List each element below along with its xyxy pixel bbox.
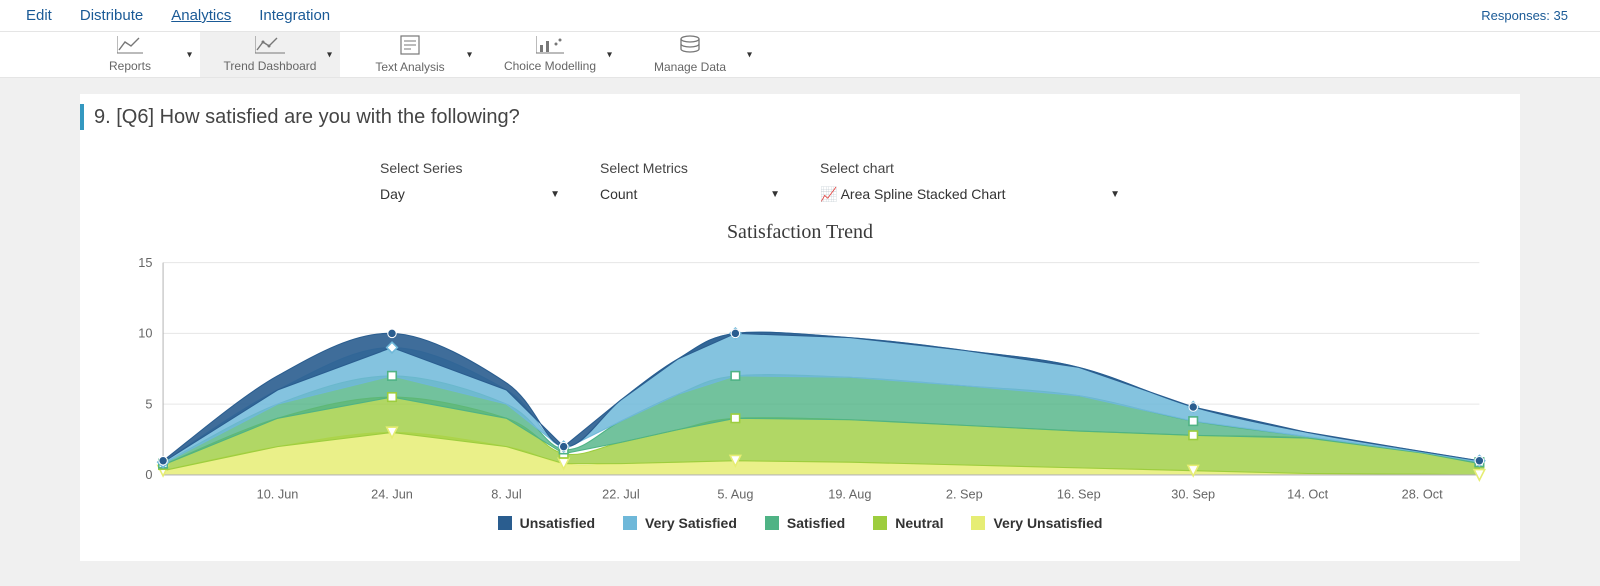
svg-text:10: 10	[138, 326, 152, 341]
svg-text:5: 5	[145, 396, 152, 411]
toolbar-manage-data[interactable]: Manage Data ▾	[620, 32, 760, 77]
chevron-down-icon: ▼	[1110, 189, 1120, 200]
select-series[interactable]: Day ▼	[380, 186, 560, 202]
toolbar-label: Trend Dashboard	[224, 59, 317, 73]
nav-tab-integration[interactable]: Integration	[245, 1, 344, 30]
select-series-label: Select Series	[380, 160, 560, 176]
toolbar-label: Manage Data	[654, 60, 726, 74]
toolbar: Reports▾Trend Dashboard▾Text Analysis▾Ch…	[0, 32, 1600, 78]
legend-label: Satisfied	[787, 515, 845, 531]
toolbar-reports[interactable]: Reports ▾	[60, 32, 200, 77]
toolbar-text-analysis[interactable]: Text Analysis ▾	[340, 32, 480, 77]
nav-tab-edit[interactable]: Edit	[12, 1, 66, 30]
svg-text:24. Jun: 24. Jun	[371, 486, 413, 501]
legend-item-very-satisfied[interactable]: Very Satisfied	[623, 515, 737, 531]
legend-swatch	[765, 516, 779, 530]
svg-text:5. Aug: 5. Aug	[717, 486, 753, 501]
toolbar-icon	[399, 35, 421, 58]
toolbar-icon	[536, 36, 564, 57]
svg-text:2. Sep: 2. Sep	[946, 486, 983, 501]
toolbar-label: Reports	[109, 59, 151, 73]
svg-text:16. Sep: 16. Sep	[1057, 486, 1101, 501]
svg-text:28. Oct: 28. Oct	[1402, 486, 1443, 501]
legend-label: Unsatisfied	[520, 515, 595, 531]
satisfaction-trend-chart: 0 5 10 15 10. Jun 24. Jun 8. Jul 22. Jul 5. Aug 1…	[110, 252, 1490, 507]
nav-tab-analytics[interactable]: Analytics	[157, 1, 245, 30]
legend-swatch	[873, 516, 887, 530]
accent-bar	[80, 104, 84, 130]
question-code: [Q6]	[116, 106, 154, 129]
toolbar-label: Choice Modelling	[504, 59, 596, 73]
svg-text:8. Jul: 8. Jul	[491, 486, 521, 501]
svg-text:30. Sep: 30. Sep	[1171, 486, 1215, 501]
top-nav: Edit Distribute Analytics Integration Re…	[0, 0, 1600, 32]
chevron-down-icon: ▾	[467, 49, 472, 60]
legend-swatch	[498, 516, 512, 530]
legend-label: Very Unsatisfied	[993, 515, 1102, 531]
svg-text:15: 15	[138, 255, 152, 270]
chart-legend: Unsatisfied Very Satisfied Satisfied Neutra…	[110, 515, 1490, 531]
svg-text:14. Oct: 14. Oct	[1287, 486, 1328, 501]
legend-item-neutral[interactable]: Neutral	[873, 515, 943, 531]
legend-item-satisfied[interactable]: Satisfied	[765, 515, 845, 531]
select-metrics[interactable]: Count ▼	[600, 186, 780, 202]
question-number: 9.	[94, 106, 111, 129]
chevron-down-icon: ▼	[550, 189, 560, 200]
toolbar-trend-dashboard[interactable]: Trend Dashboard ▾	[200, 32, 340, 77]
responses-count: Responses: 35	[1481, 8, 1588, 23]
toolbar-icon	[255, 36, 285, 57]
select-chart-type[interactable]: 📈 Area Spline Stacked Chart ▼	[820, 186, 1120, 203]
chart-controls: Select Series Day ▼ Select Metrics Count…	[380, 160, 1490, 203]
select-chart-value: Area Spline Stacked Chart	[841, 186, 1006, 202]
select-metrics-value: Count	[600, 186, 637, 202]
toolbar-choice-modelling[interactable]: Choice Modelling ▾	[480, 32, 620, 77]
select-series-value: Day	[380, 186, 405, 202]
nav-tab-distribute[interactable]: Distribute	[66, 1, 157, 30]
question-text: How satisfied are you with the following…	[160, 106, 520, 129]
select-chart-label: Select chart	[820, 160, 1120, 176]
chevron-down-icon: ▾	[187, 49, 192, 60]
toolbar-label: Text Analysis	[375, 60, 444, 74]
chart-stacked-icon: 📈	[820, 186, 837, 202]
chevron-down-icon: ▼	[770, 189, 780, 200]
toolbar-icon	[679, 35, 701, 58]
chevron-down-icon: ▾	[607, 49, 612, 60]
svg-text:22. Jul: 22. Jul	[602, 486, 639, 501]
svg-text:19. Aug: 19. Aug	[828, 486, 871, 501]
legend-item-very-unsatisfied[interactable]: Very Unsatisfied	[971, 515, 1102, 531]
legend-label: Neutral	[895, 515, 943, 531]
svg-text:0: 0	[145, 467, 152, 482]
question-card: 9. [Q6] How satisfied are you with the f…	[80, 94, 1520, 561]
question-header: 9. [Q6] How satisfied are you with the f…	[80, 94, 1520, 140]
chevron-down-icon: ▾	[327, 49, 332, 60]
toolbar-icon	[117, 36, 143, 57]
chart-title: Satisfaction Trend	[110, 221, 1490, 244]
svg-text:10. Jun: 10. Jun	[257, 486, 299, 501]
select-metrics-label: Select Metrics	[600, 160, 780, 176]
legend-item-unsatisfied[interactable]: Unsatisfied	[498, 515, 595, 531]
chevron-down-icon: ▾	[747, 49, 752, 60]
legend-swatch	[971, 516, 985, 530]
legend-label: Very Satisfied	[645, 515, 737, 531]
legend-swatch	[623, 516, 637, 530]
